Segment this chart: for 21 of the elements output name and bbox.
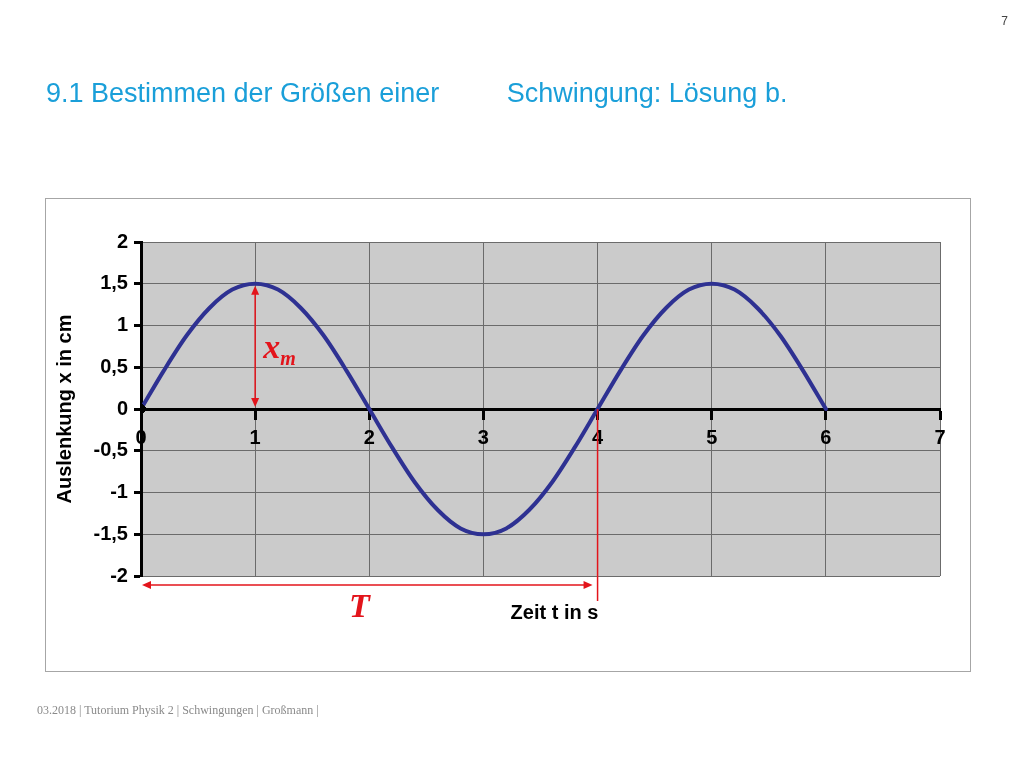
y-tick-label: 2 <box>116 229 128 252</box>
y-axis-title: Auslenkung x in cm <box>52 314 75 504</box>
y-tick-label: -2 <box>110 563 128 586</box>
text: 7 <box>1001 14 1008 29</box>
x-tick-label: 5 <box>706 425 718 448</box>
y-tick-label: 0 <box>116 396 128 419</box>
x-axis-title: Zeit t in s <box>510 600 599 623</box>
x-tick-label: 3 <box>477 425 489 448</box>
x-tick-label: 7 <box>934 425 946 448</box>
x-tick-label: 1 <box>249 425 261 448</box>
y-tick-label: -0,5 <box>93 438 128 461</box>
x-tick-label: 2 <box>363 425 375 448</box>
y-tick-label: -1 <box>110 480 128 503</box>
y-tick-label: 1,5 <box>100 271 128 294</box>
y-tick-label: -1,5 <box>93 521 128 544</box>
y-tick-label: 1 <box>116 313 128 336</box>
text: T <box>348 587 371 624</box>
chart-title: 9.1 Bestimmen der Größen einer Schwingung: Lösung b. <box>46 78 788 110</box>
x-tick-label: 6 <box>820 425 832 448</box>
y-tick-label: 0,5 <box>100 354 128 377</box>
text: 03.2018 | Tutorium Physik 2 | Schwingungen | Großmann | <box>37 703 319 718</box>
